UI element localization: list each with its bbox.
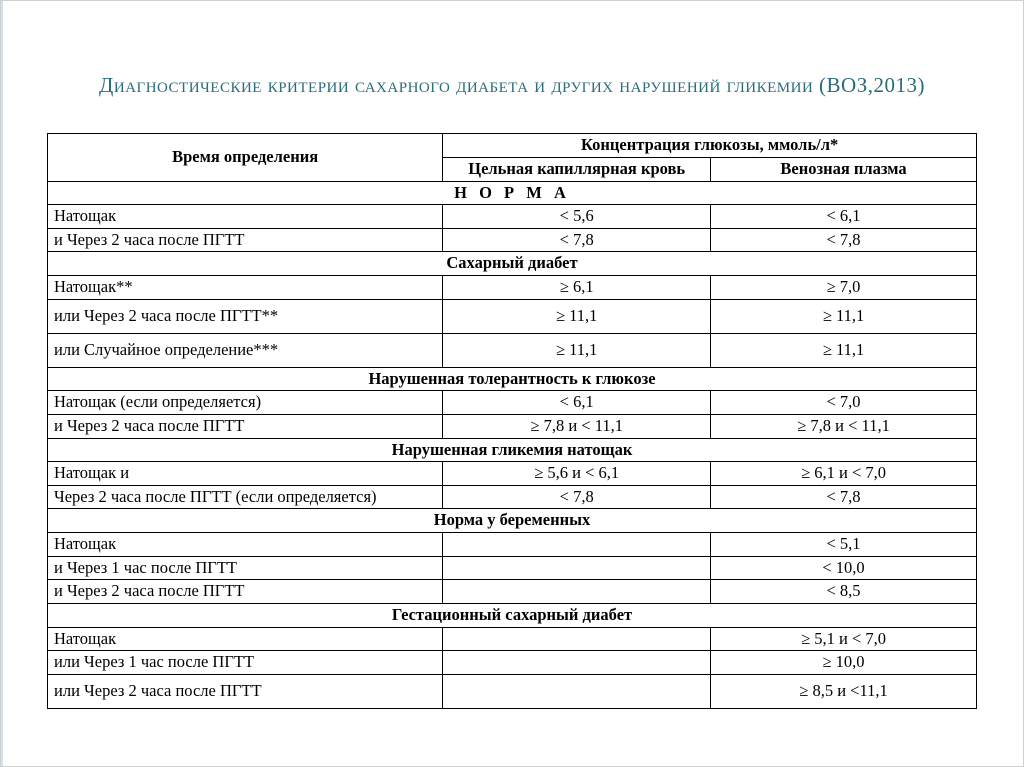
cell-venous: < 7,8	[711, 228, 977, 252]
cell-capillary	[443, 580, 711, 604]
table-row: Натощак** ≥ 6,1 ≥ 7,0	[48, 276, 977, 300]
cell-capillary	[443, 533, 711, 557]
section-norm: Н О Р М А	[48, 181, 977, 205]
table-row: и Через 2 часа после ПГТТ ≥ 7,8 и < 11,1…	[48, 414, 977, 438]
cell-capillary: ≥ 11,1	[443, 299, 711, 333]
table-row: Натощак < 5,6 < 6,1	[48, 205, 977, 229]
cell-capillary: ≥ 11,1	[443, 333, 711, 367]
table-row: и Через 1 час после ПГТТ < 10,0	[48, 556, 977, 580]
row-label: и Через 2 часа после ПГТТ	[48, 580, 443, 604]
cell-venous: < 8,5	[711, 580, 977, 604]
diagnostic-criteria-table: Время определения Концентрация глюкозы, …	[47, 133, 977, 709]
cell-venous: ≥ 8,5 и <11,1	[711, 674, 977, 708]
row-label: Натощак (если определяется)	[48, 391, 443, 415]
row-label: Натощак	[48, 205, 443, 229]
cell-venous: < 7,0	[711, 391, 977, 415]
cell-capillary	[443, 627, 711, 651]
cell-venous: ≥ 7,0	[711, 276, 977, 300]
row-label: или Случайное определение***	[48, 333, 443, 367]
cell-venous: ≥ 5,1 и < 7,0	[711, 627, 977, 651]
section-igt: Нарушенная толерантность к глюкозе	[48, 367, 977, 391]
table-row: Натощак ≥ 5,1 и < 7,0	[48, 627, 977, 651]
cell-venous: < 10,0	[711, 556, 977, 580]
cell-venous: < 7,8	[711, 485, 977, 509]
cell-capillary	[443, 674, 711, 708]
section-ifg: Нарушенная гликемия натощак	[48, 438, 977, 462]
cell-capillary: < 5,6	[443, 205, 711, 229]
cell-venous: ≥ 11,1	[711, 299, 977, 333]
slide-container: Диагностические критерии сахарного диабе…	[1, 1, 1023, 709]
section-pregnant: Норма у беременных	[48, 509, 977, 533]
cell-capillary	[443, 556, 711, 580]
row-label: Натощак и	[48, 462, 443, 486]
table-row: и Через 2 часа после ПГТТ < 8,5	[48, 580, 977, 604]
cell-capillary	[443, 651, 711, 675]
row-label: и Через 1 час после ПГТТ	[48, 556, 443, 580]
section-gdm: Гестационный сахарный диабет	[48, 603, 977, 627]
row-label: Через 2 часа после ПГТТ (если определяет…	[48, 485, 443, 509]
header-capillary: Цельная капиллярная кровь	[443, 157, 711, 181]
slide-title: Диагностические критерии сахарного диабе…	[19, 71, 1005, 99]
cell-capillary: < 7,8	[443, 228, 711, 252]
header-concentration: Концентрация глюкозы, ммоль/л*	[443, 134, 977, 158]
cell-venous: < 5,1	[711, 533, 977, 557]
cell-capillary: ≥ 7,8 и < 11,1	[443, 414, 711, 438]
table-row: или Через 2 часа после ПГТТ** ≥ 11,1 ≥ 1…	[48, 299, 977, 333]
table-row: и Через 2 часа после ПГТТ < 7,8 < 7,8	[48, 228, 977, 252]
cell-capillary: < 7,8	[443, 485, 711, 509]
cell-venous: < 6,1	[711, 205, 977, 229]
table-row: Натощак (если определяется) < 6,1 < 7,0	[48, 391, 977, 415]
cell-capillary: < 6,1	[443, 391, 711, 415]
header-time: Время определения	[48, 134, 443, 181]
section-diabetes: Сахарный диабет	[48, 252, 977, 276]
table-row: или Через 1 час после ПГТТ ≥ 10,0	[48, 651, 977, 675]
table-row: Через 2 часа после ПГТТ (если определяет…	[48, 485, 977, 509]
cell-venous: ≥ 6,1 и < 7,0	[711, 462, 977, 486]
cell-capillary: ≥ 6,1	[443, 276, 711, 300]
row-label: Натощак	[48, 627, 443, 651]
table-row: Натощак < 5,1	[48, 533, 977, 557]
row-label: или Через 2 часа после ПГТТ**	[48, 299, 443, 333]
table-row: или Через 2 часа после ПГТТ ≥ 8,5 и <11,…	[48, 674, 977, 708]
slide-accent-bar	[1, 1, 3, 766]
header-venous: Венозная плазма	[711, 157, 977, 181]
row-label: и Через 2 часа после ПГТТ	[48, 414, 443, 438]
cell-venous: ≥ 7,8 и < 11,1	[711, 414, 977, 438]
row-label: и Через 2 часа после ПГТТ	[48, 228, 443, 252]
row-label: Натощак**	[48, 276, 443, 300]
row-label: или Через 2 часа после ПГТТ	[48, 674, 443, 708]
cell-capillary: ≥ 5,6 и < 6,1	[443, 462, 711, 486]
table-row: или Случайное определение*** ≥ 11,1 ≥ 11…	[48, 333, 977, 367]
cell-venous: ≥ 11,1	[711, 333, 977, 367]
table-header-row-1: Время определения Концентрация глюкозы, …	[48, 134, 977, 158]
table-row: Натощак и ≥ 5,6 и < 6,1 ≥ 6,1 и < 7,0	[48, 462, 977, 486]
row-label: или Через 1 час после ПГТТ	[48, 651, 443, 675]
cell-venous: ≥ 10,0	[711, 651, 977, 675]
row-label: Натощак	[48, 533, 443, 557]
